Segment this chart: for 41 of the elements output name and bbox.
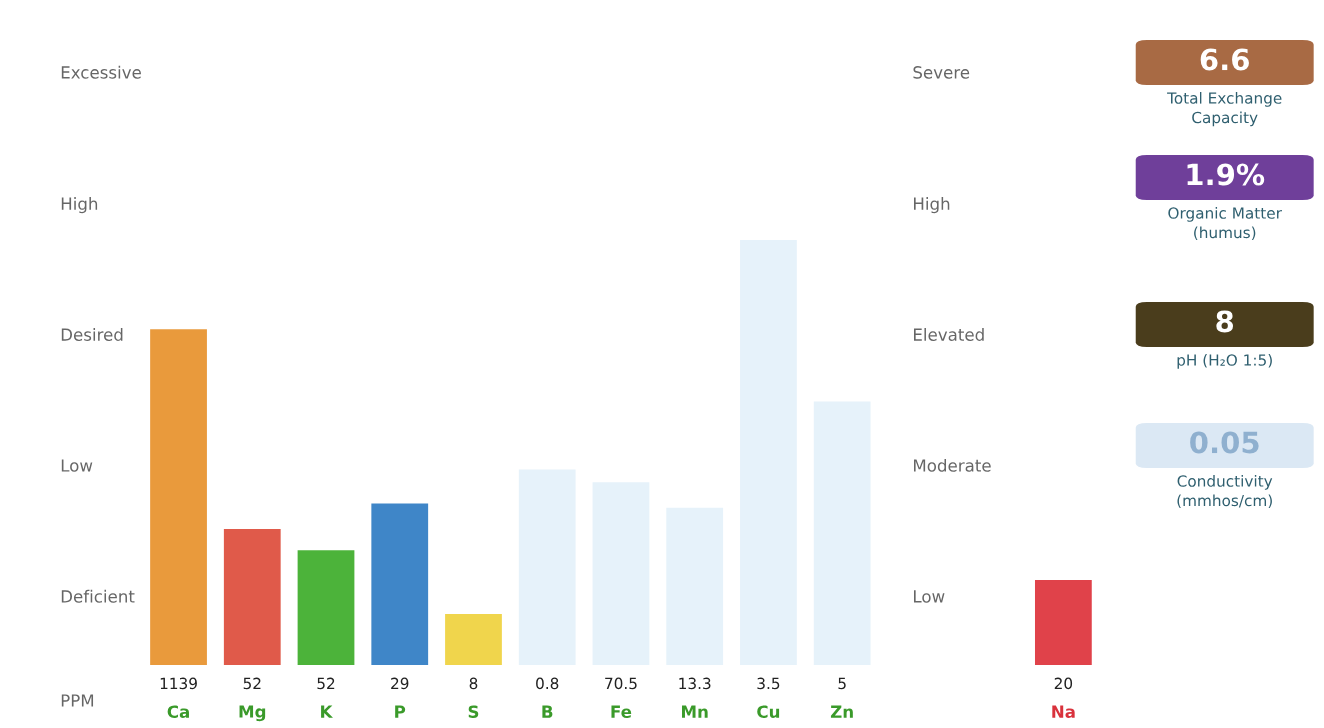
text: Excessive <box>61 65 141 79</box>
x-tick-label: 3.5 Cu <box>757 677 780 718</box>
bar <box>518 469 576 666</box>
text: pH (H₂O 1:5) <box>1177 354 1272 369</box>
bar <box>592 482 650 666</box>
x-tick-label: 52 K <box>317 677 335 718</box>
bar <box>223 529 281 666</box>
text: Severe <box>913 66 970 79</box>
bar <box>445 614 502 666</box>
text: 1.9% <box>1187 163 1265 186</box>
x-tick-label: 5 Zn <box>830 677 853 718</box>
bar <box>740 240 797 666</box>
x-tick-label: 1139 Ca <box>160 677 197 718</box>
text: Desired <box>61 328 123 341</box>
bar <box>813 401 871 666</box>
x-tick-label: 70.5 Fe <box>605 677 637 718</box>
x-tick-label: 20 Na <box>1052 677 1075 718</box>
text: Organic Matter (humus) <box>1168 207 1282 241</box>
text: 6.6 <box>1200 48 1249 71</box>
text: 8 <box>1216 310 1234 333</box>
annotation: Low <box>914 590 945 603</box>
bar <box>1034 580 1092 666</box>
x-tick-label: 0.8 B <box>536 677 559 718</box>
text: High <box>914 197 950 214</box>
annotation: Moderate <box>914 458 991 472</box>
text: PPM <box>61 694 94 707</box>
bar <box>371 503 429 666</box>
x-tick-label: 13.3 Mn <box>679 677 711 718</box>
annotation: Elevated <box>914 328 984 341</box>
bar <box>150 329 207 666</box>
text: High <box>61 197 98 214</box>
x-tick-label: 29 P <box>391 677 409 718</box>
text: Conductivity (mmhos/cm) <box>1177 475 1273 509</box>
text: 0.05 <box>1190 431 1259 454</box>
x-tick-label: 52 Mg <box>239 677 266 722</box>
bar <box>297 550 355 666</box>
x-tick-label: 8 S <box>468 677 479 718</box>
text: Deficient <box>61 589 135 603</box>
text: Low <box>61 459 93 472</box>
text: Total Exchange Capacity <box>1167 92 1282 127</box>
bar <box>666 507 724 666</box>
